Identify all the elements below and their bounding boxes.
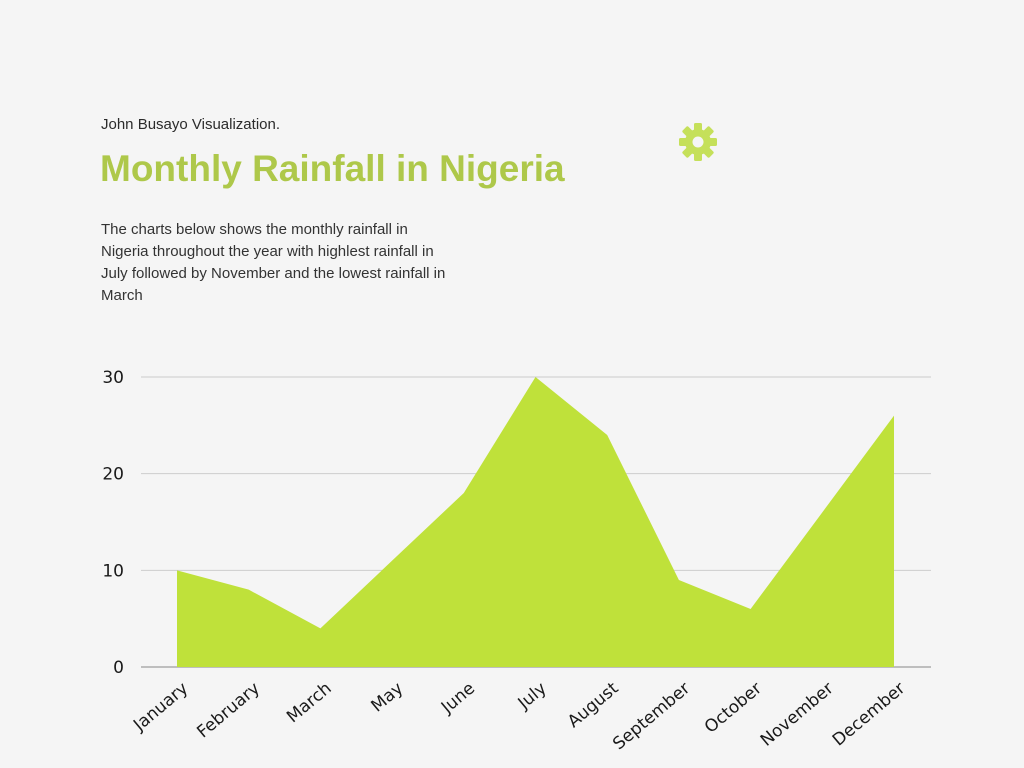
- x-category-label: June: [437, 679, 479, 719]
- x-axis-labels: January February March May June July AugustSep…: [129, 678, 909, 754]
- y-tick-label: 20: [102, 465, 124, 485]
- area-series: [177, 377, 894, 667]
- x-category-label: January: [129, 679, 192, 736]
- y-tick-label: 0: [113, 658, 124, 678]
- gear-icon: [679, 123, 717, 161]
- x-category-label: August: [564, 678, 623, 732]
- x-category-label: November: [757, 679, 838, 751]
- x-category-label: December: [829, 679, 909, 751]
- x-category-label: July: [514, 679, 551, 715]
- chart-description: The charts below shows the monthly rainf…: [101, 221, 446, 304]
- x-category-label: September: [609, 679, 694, 755]
- author-credit: John Busayo Visualization.: [101, 116, 281, 133]
- y-axis-ticks: 0 10 20 30: [102, 368, 124, 678]
- page-title: Monthly Rainfall in Nigeria: [100, 148, 565, 189]
- x-category-label: May: [368, 679, 408, 717]
- x-category-label: March: [283, 679, 336, 728]
- y-tick-label: 30: [102, 368, 124, 388]
- x-category-label: February: [193, 679, 264, 743]
- y-tick-label: 10: [102, 561, 124, 581]
- x-category-label: October: [701, 679, 766, 738]
- rainfall-area: [177, 377, 894, 667]
